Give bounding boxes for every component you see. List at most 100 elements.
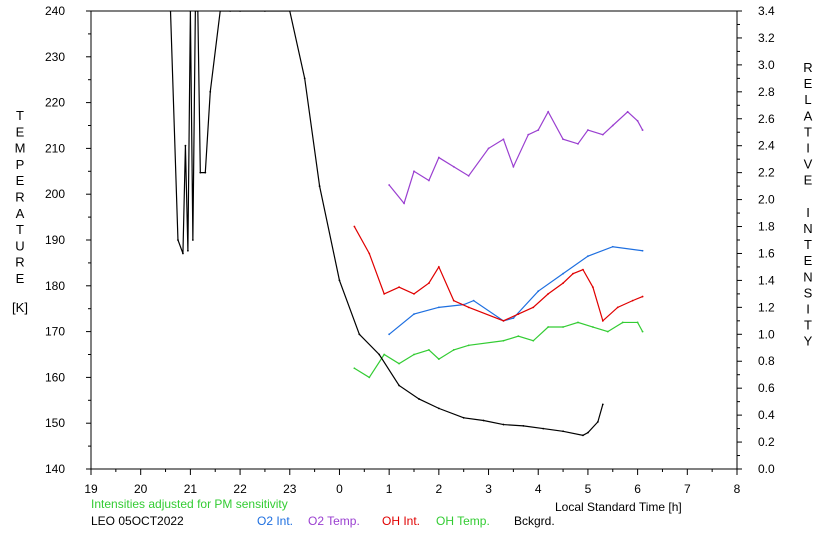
right-axis-title-letter: N xyxy=(803,221,812,236)
left-axis-title-letter: R xyxy=(15,190,24,205)
series-point-bckgrd xyxy=(189,11,192,12)
right-axis-title-letter: I xyxy=(806,205,810,220)
series-point-o2-temp xyxy=(452,165,455,168)
series-point-o2-temp xyxy=(413,170,415,173)
series-point-bckgrd xyxy=(219,11,222,12)
series-line-oh-temp xyxy=(354,321,644,379)
left-tick-label: 230 xyxy=(45,50,65,64)
left-tick-label: 160 xyxy=(45,370,65,384)
series-point-o2-temp xyxy=(626,110,629,113)
series-point-bckgrd xyxy=(318,185,321,188)
series-point-bckgrd xyxy=(582,434,584,437)
sensitivity-note: Intensities adjusted for PM sensitivity xyxy=(91,497,288,511)
series-point-oh-temp xyxy=(606,330,609,333)
right-axis-title-letter: A xyxy=(804,108,813,123)
x-tick-label: 4 xyxy=(535,482,542,496)
series-point-oh-temp xyxy=(577,321,579,324)
series-point-oh-temp xyxy=(413,353,415,356)
chart-series xyxy=(169,11,644,437)
series-point-bckgrd xyxy=(182,252,184,255)
left-axis-title-letter: E xyxy=(16,271,25,286)
series-point-oh-temp xyxy=(368,376,371,379)
legend-oh-int: OH Int. xyxy=(382,514,421,528)
series-point-oh-int xyxy=(582,268,584,271)
series-point-oh-int xyxy=(428,282,430,285)
x-tick-label: 7 xyxy=(684,482,691,496)
right-tick-label: 0.6 xyxy=(758,381,775,395)
series-point-oh-temp xyxy=(452,349,455,351)
series-point-bckgrd xyxy=(418,398,420,400)
series-line-oh-int xyxy=(353,226,643,322)
series-point-o2-temp xyxy=(403,202,405,205)
left-axis-title-letter: E xyxy=(16,173,25,188)
x-tick-label: 0 xyxy=(336,482,343,496)
right-tick-label: 0.0 xyxy=(758,462,775,476)
series-point-o2-int xyxy=(472,299,475,302)
series-point-o2-temp xyxy=(636,120,639,122)
chart-axes: 19 20 21 22 23 0 1 2 3 4 5 6 7 8140150160170180190200… xyxy=(45,4,775,496)
left-axis-title-letter: P xyxy=(16,157,25,172)
left-tick-label: 220 xyxy=(45,96,65,110)
series-point-oh-temp xyxy=(502,339,505,342)
legend-bckgrd: Bckgrd. xyxy=(514,514,555,528)
left-axis-title-letter: T xyxy=(16,108,24,123)
series-point-o2-temp xyxy=(487,147,490,150)
series-point-bckgrd xyxy=(358,333,361,336)
series-point-bckgrd xyxy=(194,11,197,12)
series-point-oh-temp xyxy=(641,330,644,333)
left-axis-title-letter: U xyxy=(15,238,24,253)
series-point-o2-temp xyxy=(601,133,604,136)
series-point-oh-temp xyxy=(353,367,356,370)
station-label: LEO 05OCT2022 xyxy=(91,514,184,528)
right-tick-label: 1.2 xyxy=(758,300,775,314)
series-point-o2-temp xyxy=(611,124,614,127)
right-tick-label: 2.6 xyxy=(758,112,775,126)
series-line-o2-int xyxy=(388,246,643,335)
x-tick-label: 20 xyxy=(134,482,148,496)
series-point-bckgrd xyxy=(482,419,485,422)
left-tick-label: 210 xyxy=(45,141,65,155)
x-tick-label: 19 xyxy=(84,482,98,496)
series-point-oh-int xyxy=(641,295,644,298)
series-point-oh-int xyxy=(562,282,564,285)
right-tick-label: 1.4 xyxy=(758,273,775,287)
series-point-o2-temp xyxy=(428,179,430,182)
left-axis-title-letter: A xyxy=(16,206,25,221)
x-tick-label: 3 xyxy=(485,482,492,496)
right-axis-title-letter: T xyxy=(804,318,812,333)
right-tick-label: 2.2 xyxy=(758,166,775,180)
series-point-bckgrd xyxy=(169,11,172,12)
series-point-bckgrd xyxy=(303,77,306,80)
series-point-oh-int xyxy=(437,266,440,268)
series-point-bckgrd xyxy=(196,11,199,12)
right-tick-label: 1.6 xyxy=(758,246,775,260)
x-tick-label: 2 xyxy=(436,482,443,496)
series-point-oh-temp xyxy=(621,321,624,324)
series-point-bckgrd xyxy=(542,427,545,430)
series-point-bckgrd xyxy=(264,11,266,12)
x-tick-label: 1 xyxy=(386,482,393,496)
left-axis-unit: [K] xyxy=(12,300,28,315)
series-point-oh-temp xyxy=(383,353,386,356)
series-point-bckgrd xyxy=(522,424,525,427)
series-point-oh-int xyxy=(413,292,415,295)
series-point-oh-int xyxy=(383,292,386,295)
right-axis-title-letter: V xyxy=(804,157,813,172)
series-point-oh-temp xyxy=(562,326,564,328)
right-tick-label: 2.4 xyxy=(758,139,775,153)
left-tick-label: 180 xyxy=(45,279,65,293)
left-axis-title-letter: R xyxy=(15,255,24,270)
series-point-oh-int xyxy=(631,299,634,302)
series-point-o2-temp xyxy=(577,142,579,145)
right-tick-label: 0.2 xyxy=(758,435,775,449)
right-axis-title-letter: I xyxy=(806,141,810,156)
series-point-bckgrd xyxy=(398,384,400,387)
right-tick-label: 1.0 xyxy=(758,327,775,341)
legend-o2-int: O2 Int. xyxy=(257,514,294,528)
series-point-bckgrd xyxy=(239,11,241,12)
series-point-oh-int xyxy=(572,272,574,275)
left-axis-title-letter: E xyxy=(16,124,25,139)
right-axis-title-letter: N xyxy=(803,269,812,284)
series-point-oh-temp xyxy=(398,362,400,365)
